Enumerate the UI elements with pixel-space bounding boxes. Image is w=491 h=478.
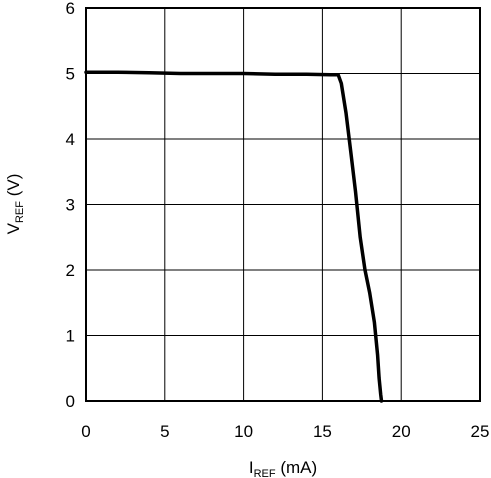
y-tick-label: 1 <box>66 327 75 346</box>
y-tick-label: 2 <box>66 261 75 280</box>
y-axis-ticks: 0 1 2 3 4 5 6 <box>66 0 75 411</box>
x-tick-label: 10 <box>234 422 253 441</box>
y-tick-label: 5 <box>66 65 75 84</box>
x-tick-label: 5 <box>160 422 169 441</box>
x-tick-label: 15 <box>313 422 332 441</box>
x-tick-label: 0 <box>81 422 90 441</box>
x-axis-label-main: I <box>249 458 254 477</box>
x-axis-label-unit: (mA) <box>276 458 318 477</box>
x-axis-label: IREF (mA) <box>249 458 317 478</box>
x-axis-label-sub: REF <box>254 468 276 478</box>
plot-frame <box>85 7 481 402</box>
y-axis-label-main: V <box>4 222 23 234</box>
x-axis-ticks: 0 5 10 15 20 25 <box>81 422 489 441</box>
y-tick-label: 3 <box>66 196 75 215</box>
y-axis-label-unit: (V) <box>4 174 23 201</box>
y-axis-label-sub: REF <box>14 201 26 223</box>
x-tick-label: 20 <box>392 422 411 441</box>
y-tick-label: 6 <box>66 0 75 18</box>
y-axis-label: VREF (V) <box>4 174 26 235</box>
y-tick-label: 4 <box>66 130 75 149</box>
y-tick-label: 0 <box>66 392 75 411</box>
x-tick-label: 25 <box>471 422 490 441</box>
grid <box>86 8 480 401</box>
series-line <box>84 70 384 403</box>
